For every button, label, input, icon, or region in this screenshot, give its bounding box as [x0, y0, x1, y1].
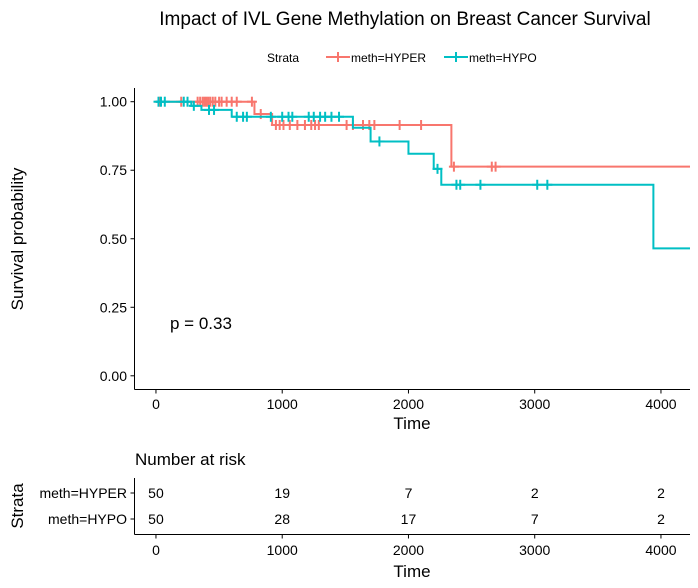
- risk-count-hyper: 19: [274, 485, 290, 501]
- risk-count-hypo: 17: [401, 511, 417, 527]
- km-y-tick-label: 0.00: [100, 368, 127, 384]
- risk-x-tick-label: 1000: [267, 542, 298, 558]
- censor-mark-hyper: [313, 120, 324, 131]
- risk-count-hypo: 2: [657, 511, 665, 527]
- km-y-tick-label: 0.50: [100, 231, 127, 247]
- legend-label-hyper: meth=HYPER: [351, 51, 426, 65]
- censor-mark-hyper: [448, 161, 459, 172]
- km-curve-hypo: [155, 100, 690, 250]
- km-axes: 0 1000 2000 3000 4000 0.00 0.25 0.50 0.75 1.00: [100, 88, 690, 412]
- chart-title: Impact of IVL Gene Methylation on Breast…: [159, 9, 650, 30]
- censor-mark-hypo: [374, 136, 385, 147]
- risk-row-label-hypo: meth=HYPO: [48, 511, 127, 527]
- censor-mark-hyper: [231, 96, 242, 107]
- km-x-tick-label: 0: [152, 396, 160, 412]
- risk-count-hyper: 7: [405, 485, 413, 501]
- censor-mark-hypo: [287, 111, 298, 122]
- censor-mark-hypo: [334, 111, 345, 122]
- risk-x-axis-label: Time: [393, 562, 430, 581]
- risk-table-title: Number at risk: [135, 450, 246, 469]
- risk-count-hypo: 7: [531, 511, 539, 527]
- risk-count-hyper: 2: [531, 485, 539, 501]
- legend-key-hypo: [444, 52, 468, 62]
- km-x-tick-label: 1000: [267, 396, 298, 412]
- risk-x-tick-label: 0: [152, 542, 160, 558]
- km-y-tick-label: 1.00: [100, 94, 127, 110]
- km-x-tick-label: 3000: [519, 396, 550, 412]
- risk-x-tick-label: 2000: [393, 542, 424, 558]
- risk-axes: 0 1000 2000 3000 4000: [134, 478, 690, 558]
- censor-mark-hyper: [246, 96, 257, 107]
- km-y-tick-label: 0.75: [100, 162, 127, 178]
- censor-mark-hypo: [432, 163, 443, 174]
- km-x-axis-label: Time: [393, 414, 430, 433]
- censor-mark-hypo: [475, 179, 486, 190]
- p-value-annotation: p = 0.33: [170, 314, 232, 333]
- censor-mark-hypo: [265, 111, 276, 122]
- risk-y-axis-label: Strata: [8, 483, 27, 529]
- censor-mark-hypo: [542, 179, 553, 190]
- risk-count-hypo: 50: [148, 511, 164, 527]
- risk-count-hyper: 50: [148, 485, 164, 501]
- censor-mark-hypo: [241, 111, 252, 122]
- risk-x-tick-label: 3000: [519, 542, 550, 558]
- legend: Strata meth=HYPER meth=HYPO: [267, 51, 537, 65]
- censor-mark-hyper: [394, 120, 405, 131]
- km-series: [153, 96, 690, 250]
- censor-mark-hypo: [159, 96, 170, 107]
- legend-key-hyper: [326, 52, 350, 62]
- legend-label-hypo: meth=HYPO: [469, 51, 537, 65]
- km-x-tick-label: 2000: [393, 396, 424, 412]
- km-y-tick-label: 0.25: [100, 299, 127, 315]
- censor-mark-hypo: [532, 179, 543, 190]
- risk-row-label-hyper: meth=HYPER: [39, 485, 127, 501]
- legend-title: Strata: [267, 51, 299, 65]
- censor-mark-hypo: [209, 104, 220, 115]
- censor-mark-hypo: [182, 96, 193, 107]
- risk-count-hypo: 28: [274, 511, 290, 527]
- risk-x-tick-label: 4000: [645, 542, 676, 558]
- km-y-axis-label: Survival probability: [8, 167, 27, 310]
- censor-mark-hypo: [188, 100, 199, 111]
- censor-mark-hyper: [490, 161, 501, 172]
- km-curve-hyper: [155, 100, 690, 168]
- risk-count-hyper: 2: [657, 485, 665, 501]
- risk-table: meth=HYPER 50 19 7 2 2 meth=HYPO 50 28 17 7 2: [39, 485, 665, 527]
- km-x-tick-label: 4000: [645, 396, 676, 412]
- censor-mark-hyper: [416, 120, 427, 131]
- censor-mark-hypo: [455, 179, 466, 190]
- censor-mark-hyper: [369, 120, 380, 131]
